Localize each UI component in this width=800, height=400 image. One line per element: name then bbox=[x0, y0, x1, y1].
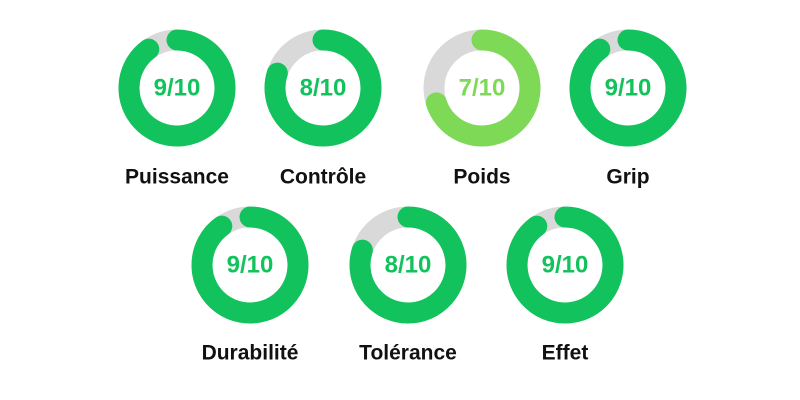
rating-name: Tolérance bbox=[359, 342, 457, 365]
rating-item: 8/10 Contrôle bbox=[264, 29, 382, 189]
score-label: 8/10 bbox=[300, 74, 347, 101]
rating-item: 7/10 Poids bbox=[423, 29, 541, 189]
rating-name: Grip bbox=[606, 166, 649, 189]
score-label: 8/10 bbox=[385, 251, 432, 278]
rating-item: 9/10 Puissance bbox=[118, 29, 236, 189]
ring-arc bbox=[425, 29, 541, 147]
ring-arc bbox=[264, 29, 382, 147]
rating-name: Poids bbox=[453, 166, 510, 189]
rating-item: 9/10 Grip bbox=[569, 29, 687, 189]
ring-arc bbox=[506, 206, 624, 324]
rating-item: 8/10 Tolérance bbox=[349, 206, 467, 365]
ring-arc bbox=[118, 29, 236, 147]
rating-name: Puissance bbox=[125, 166, 229, 189]
rating-item: 9/10 Effet bbox=[506, 206, 624, 365]
score-label: 9/10 bbox=[605, 74, 652, 101]
score-label: 9/10 bbox=[154, 74, 201, 101]
rating-name: Effet bbox=[542, 342, 589, 365]
score-label: 9/10 bbox=[542, 251, 589, 278]
rating-name: Contrôle bbox=[280, 166, 366, 189]
rating-item: 9/10 Durabilité bbox=[191, 206, 309, 365]
score-label: 9/10 bbox=[227, 251, 274, 278]
score-label: 7/10 bbox=[459, 74, 506, 101]
rating-name: Durabilité bbox=[202, 342, 299, 365]
ring-arc bbox=[569, 29, 687, 147]
ring-arc bbox=[349, 206, 467, 324]
ring-arc bbox=[191, 206, 309, 324]
